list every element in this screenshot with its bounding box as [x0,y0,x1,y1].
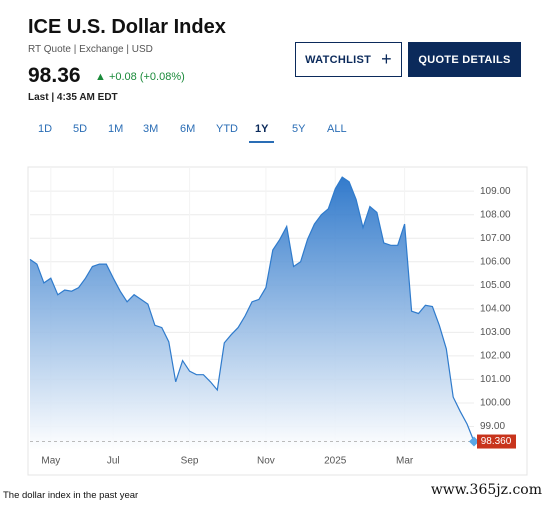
tab[interactable]: 6M [180,123,196,135]
tab[interactable]: 1M [108,123,124,135]
caption: The dollar index in the past year [3,490,139,501]
price: 98.36 [28,64,81,87]
y-tick-label: 104.00 [480,303,511,314]
x-tick-label: Sep [181,456,199,467]
x-tick-label: 2025 [324,456,347,467]
x-tick-label: May [41,456,60,467]
chart: 99.00 100.00 101.00 102.00 103.00 104.00 105.0… [27,166,528,476]
chart-frame [27,166,528,476]
y-tick-label: 109.00 [480,186,511,197]
x-tick-label: Nov [257,456,275,467]
last-label-box [477,434,516,449]
y-tick-label: 100.00 [480,398,511,409]
y-tick-label: 102.00 [480,351,511,362]
area [30,177,474,450]
y-tick-label: 101.00 [480,374,511,385]
x-tick-label: Mar [396,456,414,467]
tab[interactable]: 1Y [249,123,275,143]
y-tick-label: 105.00 [480,280,511,291]
y-tick-label: 99.00 [480,421,505,432]
y-tick-label: 108.00 [480,209,511,220]
change-value: +0.08 (+0.08%) [108,71,185,83]
tab[interactable]: 5D [73,123,88,135]
last-label: 98.360 [481,436,512,447]
up-arrow: ▲ [95,71,109,83]
y-tick-label: 103.00 [480,327,511,338]
x-tick-label: Jul [107,456,120,467]
watermark: www.365jz.com [430,482,542,498]
y-tick-label: 107.00 [480,233,511,244]
tab[interactable]: YTD [216,123,238,135]
tab[interactable]: 5Y [292,123,306,135]
subtitle: RT Quote | Exchange | USD [28,44,153,55]
watchlist-button[interactable]: WATCHLIST + [295,42,402,77]
title: ICE U.S. Dollar Index [28,16,226,38]
last-time: Last | 4:35 AM EDT [28,92,118,103]
quote-details-button[interactable]: QUOTE DETAILS [408,42,521,77]
line [29,176,475,442]
tab[interactable]: ALL [327,123,347,135]
change: ▲ +0.08 (+0.08%) [95,71,185,83]
watchlist-label: WATCHLIST [305,53,372,66]
tab[interactable]: 1D [38,123,53,135]
tab[interactable]: 3M [143,123,159,135]
plus-icon: + [381,49,392,69]
y-tick-label: 106.00 [480,256,511,267]
last-point [469,436,479,447]
